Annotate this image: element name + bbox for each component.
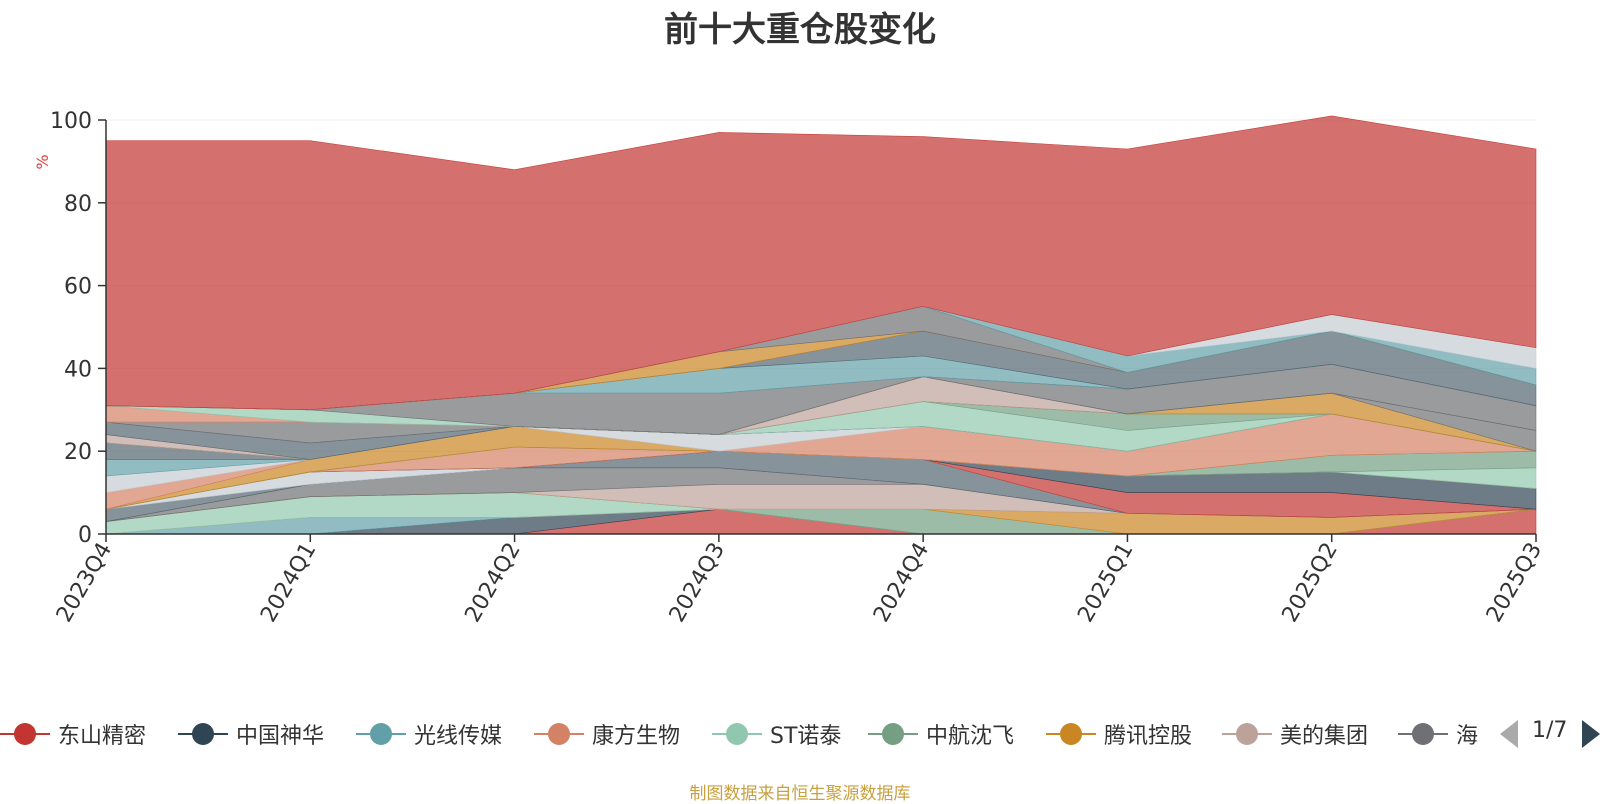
source-note: 制图数据来自恒生聚源数据库 <box>689 784 911 804</box>
stacked-area-chart: 0 20 40 60 80 100% 2023Q4 2024Q1 2024Q2 2024Q3 202… <box>33 109 1547 627</box>
y-tick-label: 40 <box>64 357 92 382</box>
area-series-40[interactable] <box>105 115 1537 411</box>
y-tick-label: 0 <box>78 523 92 548</box>
legend-item[interactable]: 康方生物 <box>534 714 680 754</box>
legend-item[interactable]: ST诺泰 <box>712 714 841 754</box>
legend-item[interactable]: 东山精密 <box>0 714 146 754</box>
y-axis-label: % <box>33 154 52 169</box>
legend-item[interactable]: 中国神华 <box>178 714 324 754</box>
legend-marker-icon <box>712 721 762 747</box>
x-tick-label: 2024Q1 <box>256 539 321 627</box>
prev-page-icon[interactable] <box>1500 720 1518 748</box>
x-tick-label: 2024Q3 <box>665 539 730 627</box>
legend-item[interactable]: 腾讯控股 <box>1046 714 1192 754</box>
legend-label: 康方生物 <box>592 724 681 749</box>
legend-marker-icon <box>0 721 50 747</box>
legend-marker-icon <box>868 721 918 747</box>
legend-marker-icon <box>1398 721 1448 747</box>
legend-label: ST诺泰 <box>770 724 842 749</box>
legend: 东山精密 中国神华 光线传媒 康方生物 ST诺泰 中航沈飞 腾讯控股 美的集团 海 <box>0 714 1500 754</box>
y-tick-label: 100 <box>50 109 92 134</box>
legend-label: 海 <box>1456 724 1479 749</box>
legend-label: 腾讯控股 <box>1104 724 1193 749</box>
legend-marker-icon <box>534 721 584 747</box>
x-tick-label: 2023Q4 <box>52 539 117 627</box>
y-tick-label: 80 <box>64 192 92 217</box>
x-tick-label: 2025Q2 <box>1278 539 1343 627</box>
legend-item[interactable]: 光线传媒 <box>356 714 502 754</box>
x-tick-label: 2024Q4 <box>869 539 934 627</box>
legend-marker-icon <box>1222 721 1272 747</box>
legend-label: 中国神华 <box>236 724 325 749</box>
legend-item[interactable]: 中航沈飞 <box>868 714 1014 754</box>
x-tick-label: 2025Q1 <box>1073 539 1138 627</box>
legend-label: 光线传媒 <box>414 724 503 749</box>
y-tick-label: 60 <box>64 275 92 300</box>
area-series <box>105 115 1537 535</box>
x-tick-label: 2025Q3 <box>1482 539 1547 627</box>
legend-label: 美的集团 <box>1280 724 1369 749</box>
legend-marker-icon <box>1046 721 1096 747</box>
y-tick-label: 20 <box>64 440 92 465</box>
legend-label: 中航沈飞 <box>926 724 1015 749</box>
legend-marker-icon <box>178 721 228 747</box>
legend-page-indicator: 1/7 <box>1532 718 1568 743</box>
legend-item[interactable]: 美的集团 <box>1222 714 1368 754</box>
x-tick-label: 2024Q2 <box>460 539 525 627</box>
legend-pager: 1/7 <box>1500 716 1600 752</box>
legend-marker-icon <box>356 721 406 747</box>
legend-label: 东山精密 <box>58 724 147 749</box>
chart-title: 前十大重仓股变化 <box>664 10 936 50</box>
next-page-icon[interactable] <box>1582 720 1600 748</box>
legend-item[interactable]: 海 <box>1398 714 1478 754</box>
